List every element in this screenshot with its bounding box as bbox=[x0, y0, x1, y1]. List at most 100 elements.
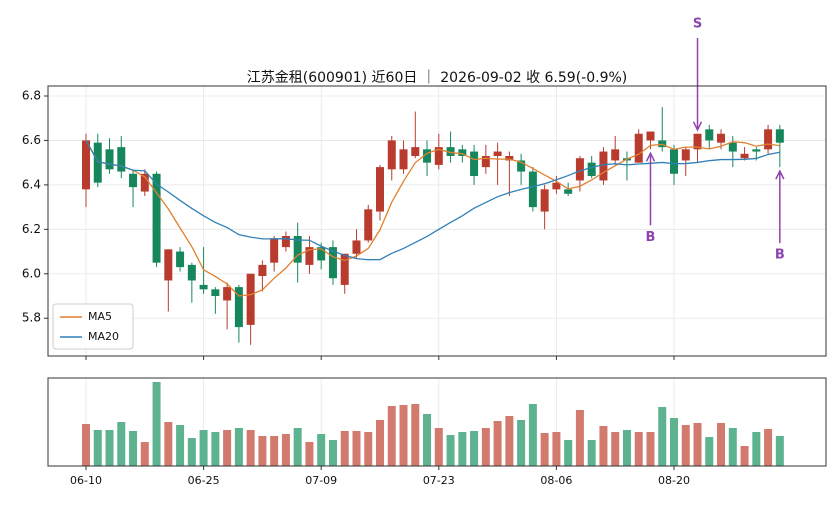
candle-body bbox=[775, 129, 784, 143]
volume-bar bbox=[752, 432, 761, 466]
volume-bar bbox=[434, 428, 443, 466]
volume-bar bbox=[246, 430, 255, 466]
candle-body bbox=[258, 264, 267, 276]
candle-body bbox=[658, 140, 667, 148]
volume-bar bbox=[599, 426, 608, 466]
volume-bar bbox=[305, 442, 314, 466]
volume-bar bbox=[528, 404, 537, 466]
candle-body bbox=[140, 173, 149, 192]
volume-bar bbox=[399, 405, 408, 466]
candle-body bbox=[234, 287, 243, 328]
x-tick-label: 07-23 bbox=[423, 474, 455, 487]
candle-body bbox=[411, 147, 420, 156]
candle-body bbox=[423, 149, 432, 163]
price-frame bbox=[47, 85, 827, 357]
volume-bar bbox=[634, 432, 643, 466]
x-tick-label: 06-25 bbox=[188, 474, 220, 487]
candle-body bbox=[717, 133, 726, 143]
candle-body bbox=[434, 147, 443, 165]
candle-body bbox=[646, 131, 655, 141]
chart-title: 江苏金租(600901) 近60日 ｜ 2026-09-02 收 6.59(-0… bbox=[247, 70, 628, 86]
candle-body bbox=[211, 289, 220, 296]
volume-bar bbox=[234, 428, 243, 466]
volume-bar bbox=[552, 432, 561, 466]
volume-bar bbox=[611, 432, 620, 466]
volume-bar bbox=[622, 430, 631, 466]
volume-bar bbox=[187, 438, 196, 466]
volume-bar bbox=[176, 425, 185, 466]
signal-label: S bbox=[693, 17, 702, 32]
candle-body bbox=[317, 247, 326, 261]
candle-body bbox=[364, 209, 373, 241]
candle-body bbox=[599, 151, 608, 181]
volume-bar bbox=[376, 420, 384, 466]
candle-body bbox=[634, 133, 643, 163]
candle-body bbox=[728, 142, 737, 152]
volume-bar bbox=[458, 432, 467, 466]
candle-body bbox=[352, 240, 361, 254]
candle-body bbox=[199, 284, 208, 290]
candle-body bbox=[493, 151, 502, 156]
candle-body bbox=[376, 167, 384, 212]
candle-body bbox=[505, 156, 514, 161]
volume-bar bbox=[717, 423, 726, 466]
volume-bar bbox=[258, 436, 267, 466]
y-tick-label: 5.8 bbox=[22, 311, 41, 325]
candle-body bbox=[446, 147, 455, 156]
candle-body bbox=[93, 142, 102, 183]
volume-bar bbox=[517, 420, 526, 466]
x-tick-label: 06-10 bbox=[70, 474, 102, 487]
volume-bar bbox=[411, 404, 420, 466]
candle-body bbox=[470, 151, 479, 176]
volume-bar bbox=[493, 421, 502, 466]
volume-bar bbox=[505, 416, 514, 466]
legend-label: MA20 bbox=[88, 330, 119, 343]
volume-bar bbox=[470, 431, 479, 466]
volume-bar bbox=[164, 422, 173, 466]
candle-body bbox=[517, 160, 526, 172]
candle-body bbox=[540, 189, 549, 212]
ma-line bbox=[85, 140, 780, 261]
candle-body bbox=[281, 236, 290, 248]
volume-bar bbox=[646, 432, 655, 466]
volume-bar bbox=[211, 432, 220, 466]
candle-body bbox=[176, 251, 185, 268]
candle-body bbox=[223, 287, 232, 301]
volume-bar bbox=[775, 436, 784, 466]
volume-bar bbox=[82, 424, 90, 466]
volume-bar bbox=[129, 431, 138, 466]
volume-bar bbox=[281, 434, 290, 466]
candle-body bbox=[693, 133, 702, 150]
volume-bar bbox=[670, 418, 678, 466]
volume-bar bbox=[423, 414, 432, 466]
volume-bar bbox=[223, 430, 232, 466]
candle-body bbox=[528, 171, 537, 208]
volume-bar bbox=[340, 431, 349, 466]
y-tick-label: 6.0 bbox=[22, 266, 41, 280]
volume-bar bbox=[446, 435, 455, 466]
candle-body bbox=[587, 162, 596, 176]
candle-body bbox=[740, 153, 749, 159]
volume-bar bbox=[481, 428, 490, 466]
signal-label: B bbox=[775, 248, 785, 263]
volume-bar bbox=[705, 437, 714, 466]
candle-body bbox=[328, 247, 337, 279]
volume-bar bbox=[693, 423, 702, 466]
volume-bar bbox=[152, 382, 161, 466]
candle-body bbox=[293, 236, 302, 263]
candle-body bbox=[611, 149, 620, 161]
candle-body bbox=[399, 149, 408, 170]
x-tick-label: 08-06 bbox=[540, 474, 572, 487]
volume-bar bbox=[564, 440, 573, 466]
volume-bar bbox=[540, 433, 549, 466]
volume-bar bbox=[293, 428, 302, 466]
candle-body bbox=[105, 149, 114, 170]
volume-bar bbox=[364, 432, 373, 466]
candle-body bbox=[117, 147, 126, 172]
candle-body bbox=[752, 149, 761, 152]
candle-body bbox=[552, 182, 561, 190]
volume-bar bbox=[575, 410, 584, 466]
volume-bar bbox=[317, 434, 326, 466]
signal-arrowhead bbox=[692, 121, 703, 132]
volume-bar bbox=[199, 430, 208, 466]
